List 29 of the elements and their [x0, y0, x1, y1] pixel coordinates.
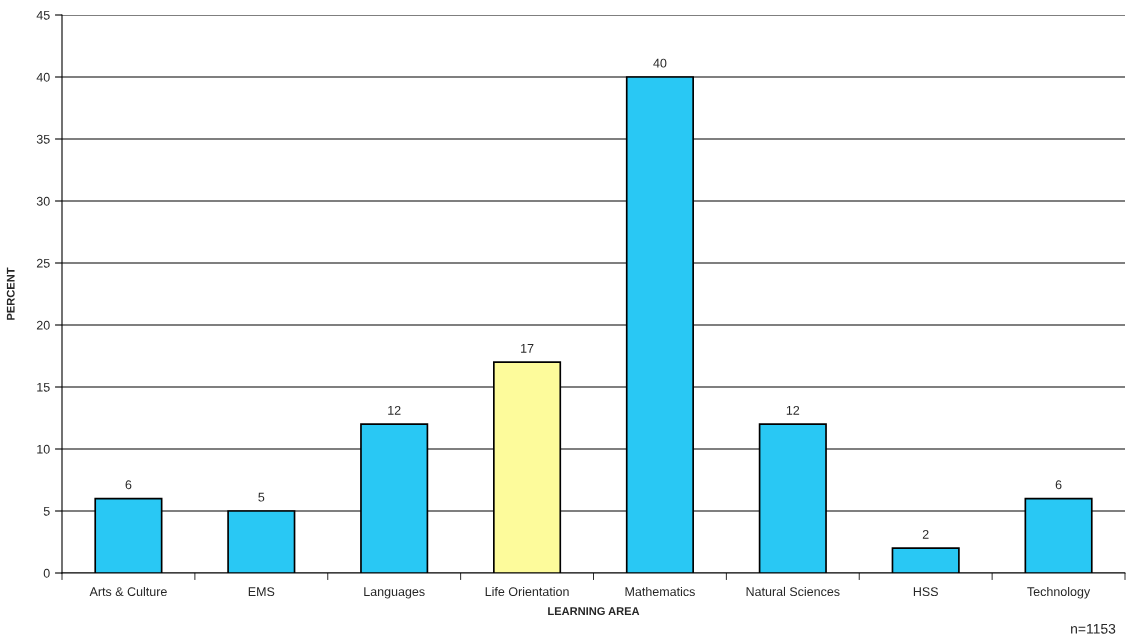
data-label: 2	[922, 529, 929, 539]
x-tick-label: HSS	[913, 587, 938, 597]
y-tick-label: 30	[36, 196, 50, 206]
y-tick-label: 15	[37, 382, 50, 392]
x-tick-label: Arts & Culture	[89, 586, 167, 597]
y-tick-label: 45	[36, 10, 50, 20]
x-axis-title: LEARNING AREA	[548, 607, 640, 616]
y-tick-label: 0	[43, 568, 50, 578]
x-tick-label: Languages	[364, 587, 425, 599]
y-tick-label: 5	[43, 506, 50, 516]
x-tick-label: Technology	[1027, 586, 1091, 599]
data-label: 5	[258, 492, 265, 502]
data-label: 40	[653, 58, 667, 68]
x-tick-label: Mathematics	[625, 586, 695, 597]
data-label: 6	[125, 480, 132, 490]
y-tick-label: 35	[36, 134, 50, 144]
x-tick-label: EMS	[248, 587, 275, 597]
data-label: 12	[786, 405, 800, 415]
y-tick-label: 40	[36, 72, 50, 82]
y-axis-title: PERCENT	[6, 267, 15, 320]
x-tick-label: Life Orientation	[485, 586, 569, 597]
y-tick-label: 10	[37, 444, 50, 454]
x-tick-label: Natural Sciences	[746, 586, 840, 597]
y-tick-label: 20	[36, 320, 50, 330]
text: n=1153	[1071, 623, 1116, 634]
data-label: 6	[1055, 480, 1062, 490]
data-label: 17	[521, 344, 534, 353]
data-label: 12	[388, 405, 401, 415]
y-tick-label: 25	[36, 258, 50, 268]
